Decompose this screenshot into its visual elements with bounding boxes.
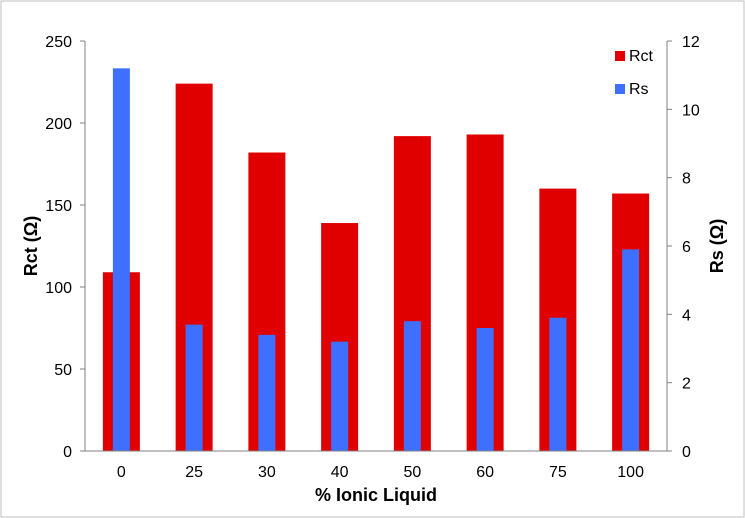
bar-rs-75	[549, 317, 567, 451]
x-tick-label: 100	[617, 464, 644, 481]
left-tick-label: 150	[45, 198, 72, 215]
x-axis-title: % Ionic Liquid	[315, 485, 437, 505]
bar-rs-40	[331, 341, 349, 451]
bar-rs-60	[476, 328, 494, 451]
rs-bars	[112, 68, 640, 451]
legend-swatch-rs	[615, 84, 625, 94]
right-tick-label: 6	[682, 239, 691, 256]
x-axis-ticks: 0 25 30 40 50 60 75 100	[117, 464, 644, 481]
bar-rs-50	[403, 321, 421, 451]
x-tick-label: 25	[185, 464, 203, 481]
right-axis-ticks: 0 2 4 6 8 10 12	[667, 34, 700, 461]
bar-rs-30	[258, 334, 276, 451]
x-tick-label: 40	[331, 464, 349, 481]
x-tick-label: 60	[476, 464, 494, 481]
right-axis-title: Rs (Ω)	[707, 219, 727, 273]
x-tick-label: 30	[258, 464, 276, 481]
right-tick-label: 12	[682, 34, 700, 51]
x-tick-label: 0	[117, 464, 126, 481]
legend-label-rct: Rct	[629, 48, 654, 65]
right-tick-label: 2	[682, 376, 691, 393]
legend-swatch-rct	[615, 51, 625, 61]
left-tick-label: 250	[45, 34, 72, 51]
left-axis-ticks: 0 50 100 150 200 250	[45, 34, 85, 461]
right-tick-label: 8	[682, 171, 691, 188]
x-tick-label: 75	[549, 464, 567, 481]
left-tick-label: 50	[54, 362, 72, 379]
bar-rs-0	[112, 68, 130, 451]
bar-rs-25	[185, 324, 203, 451]
left-tick-label: 0	[63, 444, 72, 461]
right-tick-label: 10	[682, 102, 700, 119]
right-tick-label: 0	[682, 444, 691, 461]
left-tick-label: 200	[45, 116, 72, 133]
left-axis-title: Rct (Ω)	[21, 216, 41, 276]
legend-label-rs: Rs	[629, 81, 649, 98]
rct-bars	[102, 83, 650, 452]
x-tick-label: 50	[403, 464, 421, 481]
bar-rs-100	[622, 249, 640, 451]
right-tick-label: 4	[682, 307, 691, 324]
legend: Rct Rs	[615, 48, 654, 98]
left-tick-label: 100	[45, 280, 72, 297]
